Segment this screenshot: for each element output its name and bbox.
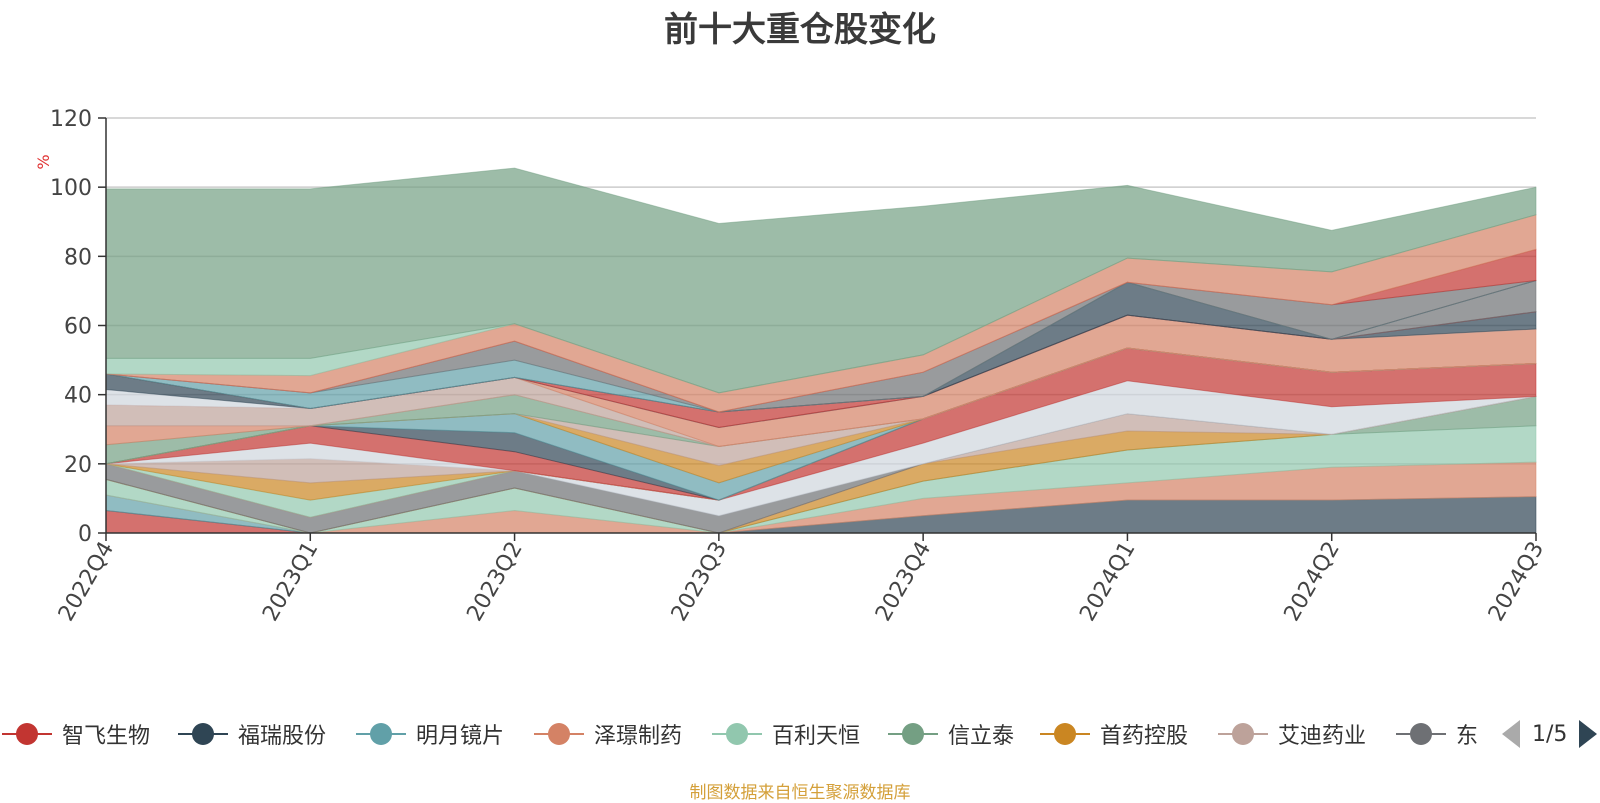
legend-line-icon — [1396, 723, 1446, 745]
legend-label: 福瑞股份 — [238, 724, 327, 749]
legend-label: 百利天恒 — [772, 724, 861, 749]
x-tick-labels: 2022Q4 2023Q1 2023Q2 2023Q3 2023Q4 2024Q1 2024… — [54, 533, 1549, 626]
legend-item[interactable]: 泽璟制药 — [534, 716, 682, 752]
y-tick-label: 80 — [64, 245, 92, 270]
y-tick-label: 0 — [78, 522, 92, 547]
area-series — [105, 167, 1537, 534]
legend-label: 首药控股 — [1100, 724, 1189, 749]
x-tick-label: 2023Q2 — [462, 538, 527, 626]
legend-item[interactable]: 福瑞股份 — [178, 716, 326, 752]
legend-label: 信立泰 — [948, 724, 1015, 749]
legend-dot-icon — [902, 723, 924, 745]
legend-label: 智飞生物 — [62, 724, 151, 749]
y-tick-label: 20 — [64, 453, 92, 478]
x-tick-label: 2023Q4 — [871, 538, 936, 626]
legend-line-icon — [356, 723, 406, 745]
legend-track: 智飞生物 福瑞股份 明月镜片 泽璟制药 百利天恒 信立泰 首药控股 艾迪药业 东诚药业 — [0, 716, 1478, 752]
legend-dot-icon — [370, 723, 392, 745]
legend-dot-icon — [726, 723, 748, 745]
stacked-area-chart: % 0 20 40 60 80 100 120 2022Q4 2023Q1 2023Q2 2023… — [34, 107, 1549, 626]
legend-item[interactable]: 智飞生物 — [2, 716, 150, 752]
legend-item[interactable]: 首药控股 — [1040, 716, 1188, 752]
y-tick-label: 60 — [64, 315, 92, 340]
y-tick-labels: 0 20 40 60 80 100 120 — [50, 107, 106, 547]
y-tick-label: 120 — [50, 107, 92, 132]
legend-line-icon — [2, 723, 52, 745]
legend-label: 艾迪药业 — [1278, 724, 1367, 749]
legend-item[interactable]: 明月镜片 — [356, 716, 504, 752]
x-tick-label: 2023Q3 — [667, 538, 732, 626]
legend-line-icon — [712, 723, 762, 745]
legend-label: 明月镜片 — [416, 724, 505, 749]
y-tick-label: 100 — [50, 176, 92, 201]
area-series-35 — [105, 167, 1537, 394]
data-source-footer: 制图数据来自恒生聚源数据库 — [689, 783, 911, 803]
legend-label: 东诚药业 — [1456, 724, 1478, 749]
legend-dot-icon — [548, 723, 570, 745]
legend: 智飞生物 福瑞股份 明月镜片 泽璟制药 百利天恒 信立泰 首药控股 艾迪药业 东诚药业 1/5 — [0, 716, 1600, 752]
legend-prev-page-icon[interactable] — [1502, 720, 1520, 748]
legend-dot-icon — [16, 723, 38, 745]
legend-line-icon — [1218, 723, 1268, 745]
legend-item[interactable]: 信立泰 — [888, 716, 1014, 752]
legend-item[interactable]: 百利天恒 — [712, 716, 860, 752]
x-tick-label: 2024Q3 — [1484, 538, 1549, 626]
legend-line-icon — [888, 723, 938, 745]
legend-dot-icon — [1410, 723, 1432, 745]
legend-dot-icon — [1054, 723, 1076, 745]
chart-title: 前十大重仓股变化 — [664, 10, 936, 50]
legend-page-indicator: 1/5 — [1532, 721, 1568, 747]
legend-next-page-icon[interactable] — [1579, 720, 1598, 748]
x-tick-label: 2022Q4 — [54, 538, 119, 626]
y-axis-unit-label: % — [34, 154, 53, 169]
x-tick-label: 2024Q2 — [1280, 538, 1345, 626]
legend-dot-icon — [1232, 723, 1254, 745]
legend-label: 泽璟制药 — [594, 724, 683, 749]
legend-line-icon — [1040, 723, 1090, 745]
legend-item[interactable]: 东诚药业 — [1396, 716, 1478, 752]
legend-line-icon — [178, 723, 228, 745]
legend-pager: 1/5 — [1502, 716, 1598, 752]
legend-line-icon — [534, 723, 584, 745]
legend-item[interactable]: 艾迪药业 — [1218, 716, 1366, 752]
x-tick-label: 2023Q1 — [258, 538, 323, 626]
legend-dot-icon — [192, 723, 214, 745]
x-tick-label: 2024Q1 — [1075, 538, 1140, 626]
y-tick-label: 40 — [64, 384, 92, 409]
